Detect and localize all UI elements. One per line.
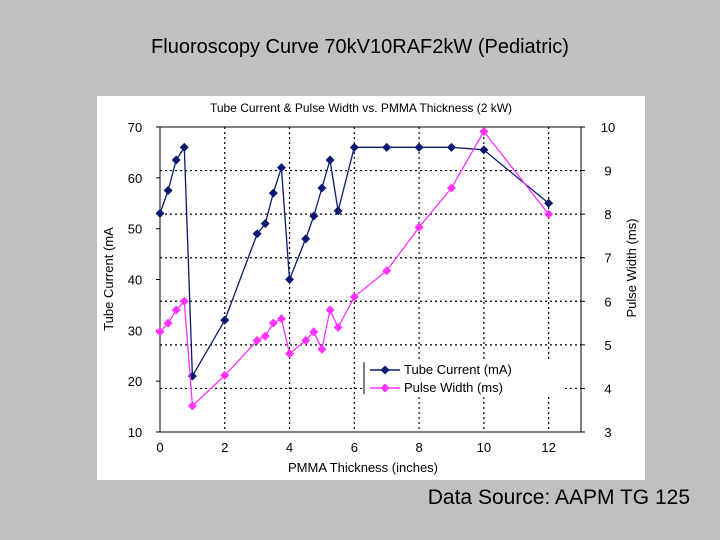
data-point-tube-current [414, 142, 424, 152]
data-point-pulse-width [260, 331, 270, 341]
chart-ticks: 0 2 4 6 8 10 12 3 4 5 6 7 8 9 10 10 20 30 40 50 60 70 [128, 120, 615, 455]
chart-svg: 0 2 4 6 8 10 12 3 4 5 6 7 8 9 10 10 20 30 40 50 60 70 Tube Cu… [101, 101, 639, 475]
data-point-tube-current [260, 219, 270, 229]
y2-tick-label: 4 [604, 381, 611, 396]
data-point-tube-current [285, 275, 295, 284]
data-point-pulse-width [544, 209, 554, 219]
data-point-tube-current [382, 142, 392, 152]
data-point-tube-current [479, 145, 489, 155]
y2-tick-label: 3 [604, 425, 611, 440]
data-point-pulse-width [268, 318, 278, 328]
data-point-pulse-width [349, 292, 359, 302]
chart-legend: Tube Current (mA) Pulse Width (ms) [362, 360, 562, 396]
data-point-tube-current [171, 155, 181, 165]
data-point-tube-current [268, 188, 278, 198]
data-point-tube-current [179, 142, 189, 152]
y2-axis-label: Pulse Width (ms) [624, 219, 639, 318]
x-tick-label: 2 [221, 440, 228, 455]
data-source-note: Data Source: AAPM TG 125 [427, 486, 690, 509]
data-point-pulse-width [276, 314, 286, 324]
y2-tick-label: 7 [604, 251, 611, 266]
legend-marker-pulse-width [380, 383, 390, 393]
y-tick-label: 10 [128, 425, 142, 440]
data-point-pulse-width [285, 349, 295, 359]
chart-title: Tube Current & Pulse Width vs. PMMA Thic… [210, 101, 512, 115]
slide-title: Fluoroscopy Curve 70kV10RAF2kW (Pediatri… [151, 36, 569, 58]
series-line-pulse-width [159, 130, 550, 408]
data-point-tube-current [333, 206, 343, 216]
y-tick-label: 50 [128, 222, 142, 237]
chart-series [155, 126, 554, 411]
x-tick-label: 6 [351, 440, 358, 455]
data-point-pulse-width [382, 266, 392, 276]
x-tick-label: 10 [477, 440, 491, 455]
y2-tick-label: 10 [601, 120, 615, 135]
data-point-pulse-width [171, 305, 181, 315]
y-axis-label: Tube Current (mA [101, 227, 116, 331]
data-point-pulse-width [155, 327, 165, 337]
y2-tick-label: 5 [604, 338, 611, 353]
data-point-tube-current [220, 315, 230, 325]
data-point-pulse-width [309, 327, 319, 337]
legend-box [362, 360, 562, 396]
x-tick-label: 8 [415, 440, 422, 455]
data-point-tube-current [163, 186, 173, 196]
data-point-pulse-width [333, 322, 343, 332]
legend-marker-tube-current [380, 365, 390, 375]
data-point-pulse-width [479, 126, 489, 136]
y-tick-label: 70 [128, 120, 142, 135]
data-point-pulse-width [252, 336, 262, 345]
chart-panel: 0 2 4 6 8 10 12 3 4 5 6 7 8 9 10 10 20 30 40 50 60 70 Tube Cu… [97, 96, 645, 480]
legend-label-pulse-width: Pulse Width (ms) [404, 380, 503, 395]
data-point-tube-current [325, 155, 335, 165]
y-tick-label: 20 [128, 374, 142, 389]
data-point-pulse-width [325, 305, 335, 315]
data-point-pulse-width [220, 370, 230, 380]
data-point-tube-current [301, 234, 311, 244]
data-point-pulse-width [317, 344, 327, 354]
data-point-pulse-width [187, 401, 197, 411]
data-point-tube-current [309, 211, 319, 221]
chart-grid [160, 127, 581, 432]
data-point-tube-current [252, 229, 262, 239]
data-point-tube-current [155, 208, 165, 218]
x-tick-label: 0 [156, 440, 163, 455]
data-point-tube-current [544, 198, 554, 208]
y2-tick-label: 8 [604, 207, 611, 222]
x-tick-label: 4 [286, 440, 293, 455]
data-point-tube-current [349, 142, 359, 152]
data-point-pulse-width [414, 222, 424, 232]
data-point-pulse-width [163, 318, 173, 328]
y2-tick-label: 9 [604, 164, 611, 179]
y-tick-label: 30 [128, 323, 142, 338]
data-point-pulse-width [446, 183, 456, 193]
x-axis-label: PMMA Thickness (inches) [288, 460, 438, 475]
data-point-tube-current [276, 163, 286, 173]
y2-tick-label: 6 [604, 294, 611, 309]
data-point-pulse-width [301, 336, 311, 345]
legend-label-tube-current: Tube Current (mA) [404, 362, 512, 377]
data-point-pulse-width [179, 296, 189, 306]
y-tick-label: 60 [128, 171, 142, 186]
x-tick-label: 12 [541, 440, 555, 455]
series-line-tube-current [159, 145, 550, 379]
y-tick-label: 40 [128, 273, 142, 288]
data-point-tube-current [446, 142, 456, 152]
data-point-tube-current [317, 183, 327, 193]
